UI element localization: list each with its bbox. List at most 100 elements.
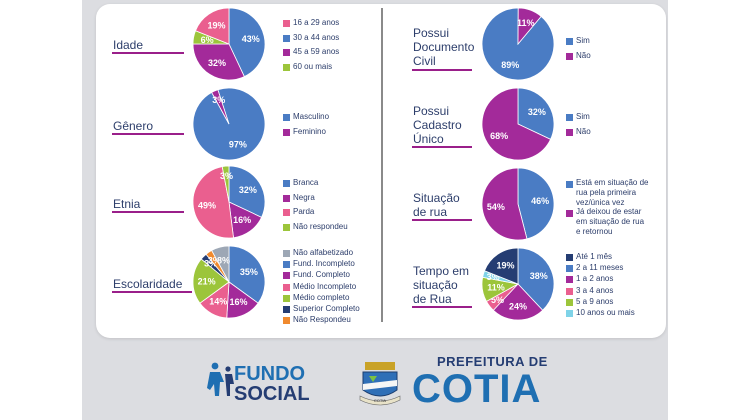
pie-slice-etnia	[221, 165, 230, 203]
pie-slice-tempo-em-situacao-de-rua	[484, 247, 519, 285]
label-line: Documento	[413, 40, 475, 54]
pie-slice-situacao-de-rua	[517, 167, 555, 240]
pie-slice-situacao-de-rua	[481, 167, 528, 241]
legend-label-tempo-em-situacao-de-rua: 2 a 11 meses	[576, 263, 624, 273]
left-margin	[0, 0, 82, 420]
section-label-documento: Possui Documento Civil	[413, 26, 474, 68]
label-line: Cadastro	[413, 118, 462, 132]
legend-label-tempo-em-situacao-de-rua: Até 1 mês	[576, 252, 613, 261]
legend-swatch	[283, 294, 290, 302]
people-logo-icon	[207, 362, 234, 396]
right-margin	[668, 0, 750, 420]
legend-label-etnia: Negra	[293, 192, 315, 202]
legend-label-tempo-em-situacao-de-rua: 1 a 2 anos	[576, 274, 614, 284]
legend-swatch	[283, 49, 290, 56]
legend-label-idade: 30 a 44 anos	[293, 32, 340, 42]
section-label-cadastro: Possui Cadastro Único	[413, 104, 462, 146]
slice-label-escolaridade: 16%	[229, 297, 247, 307]
label-line: Possui	[413, 26, 450, 40]
legend-line: e retornou	[576, 227, 613, 236]
slice-label-idade: 6%	[201, 35, 214, 45]
legend-label-possui-cadastro-unico: Sim	[576, 112, 590, 121]
slice-label-situacao-de-rua: 46%	[531, 196, 549, 206]
legend-swatch	[566, 181, 573, 188]
fundo-social-line1: FUNDO	[234, 363, 306, 385]
legend-swatch	[283, 20, 290, 27]
slice-label-tempo-em-situacao-de-rua: 38%	[530, 271, 548, 281]
pie-slice-escolaridade	[228, 245, 266, 304]
legend-label-genero: Masculino	[293, 112, 330, 121]
legend-label-possui-documento-civil: Sim	[576, 36, 590, 45]
pie-slice-etnia	[192, 166, 234, 239]
legend-swatch	[283, 209, 290, 216]
legend-swatch	[566, 52, 573, 60]
fundo-social-line2: SOCIAL	[234, 383, 310, 405]
city-crest-icon: COTIA	[359, 362, 401, 406]
legend-swatch	[283, 34, 290, 42]
legend-line: em situação de rua	[576, 217, 645, 226]
section-underline	[112, 52, 184, 54]
legend-swatch	[566, 298, 573, 306]
legend-line: Já deixou de estar	[576, 207, 642, 216]
slice-label-situacao-de-rua: 54%	[487, 202, 505, 212]
section-underline	[112, 133, 184, 135]
section-label-escolaridade: Escolaridade	[113, 277, 183, 291]
legend-label-idade: 16 a 29 anos	[293, 18, 340, 27]
slice-label-possui-cadastro-unico: 32%	[528, 107, 546, 117]
legend-item: Está em situação de rua pela primeira ve…	[576, 178, 648, 208]
section-underline	[412, 69, 472, 71]
pie-slice-tempo-em-situacao-de-rua	[492, 283, 544, 321]
label-line: Situação	[413, 191, 460, 205]
pie-slice-possui-documento-civil	[517, 7, 542, 46]
legend-line: vez/única vez	[576, 198, 625, 207]
column-divider	[381, 8, 383, 322]
legend-label-idade: 45 a 59 anos	[293, 47, 340, 56]
pie-slice-idade	[195, 7, 230, 45]
pie-slice-escolaridade	[192, 258, 230, 304]
section-label-situacao: Situação de rua	[413, 191, 460, 219]
label-line: Possui	[413, 104, 450, 118]
legend-swatch	[566, 310, 573, 317]
legend-label-etnia: Parda	[293, 207, 315, 216]
slice-label-idade: 19%	[207, 21, 225, 31]
label-line: de rua	[413, 205, 448, 219]
legend-label-etnia: Não respondeu	[293, 221, 348, 231]
pie-slice-idade	[192, 43, 245, 81]
legend-label-escolaridade: Não Respondeu	[293, 315, 351, 325]
slice-label-escolaridade: 14%	[209, 297, 227, 307]
pie-slice-genero	[211, 89, 230, 125]
legend-swatch	[566, 128, 573, 136]
legend-label-escolaridade: Fund. Completo	[293, 270, 350, 280]
pie-slice-tempo-em-situacao-de-rua	[517, 247, 555, 311]
legend-swatch	[283, 283, 290, 291]
section-label-idade: Idade	[113, 38, 144, 52]
legend-label-etnia: Branca	[293, 178, 319, 187]
slice-label-etnia: 16%	[233, 215, 251, 225]
pie-slice-idade	[228, 7, 266, 78]
label-line: Único	[413, 132, 444, 146]
slice-label-escolaridade: 21%	[198, 276, 216, 286]
legend-swatch	[283, 250, 290, 257]
slice-label-tempo-em-situacao-de-rua: 5%	[491, 295, 504, 305]
label-line: de Rua	[413, 292, 452, 306]
legend-label-escolaridade: Fund. Incompleto	[293, 259, 355, 269]
legend-swatch	[566, 114, 573, 121]
legend-swatch	[566, 254, 573, 261]
legend-swatch	[283, 128, 290, 136]
legend-swatch	[283, 306, 290, 313]
legend-label-idade: 60 ou mais	[293, 61, 333, 71]
prefeitura-label: PREFEITURA DE	[437, 354, 548, 369]
legend-label-escolaridade: Não alfabetizado	[293, 248, 354, 257]
pie-slice-possui-cadastro-unico	[517, 87, 555, 140]
section-label-tempo: Tempo em situação de Rua	[413, 264, 469, 306]
section-underline	[412, 146, 472, 148]
crest-logo-text: COTIA	[374, 398, 387, 403]
slice-label-tempo-em-situacao-de-rua: 24%	[509, 301, 527, 311]
legend-label-tempo-em-situacao-de-rua: 5 a 9 anos	[576, 296, 614, 306]
legend-line: rua pela primeira	[576, 188, 637, 197]
legend-swatch	[283, 114, 290, 121]
label-line: situação	[413, 278, 458, 292]
pie-slice-etnia	[228, 165, 266, 218]
